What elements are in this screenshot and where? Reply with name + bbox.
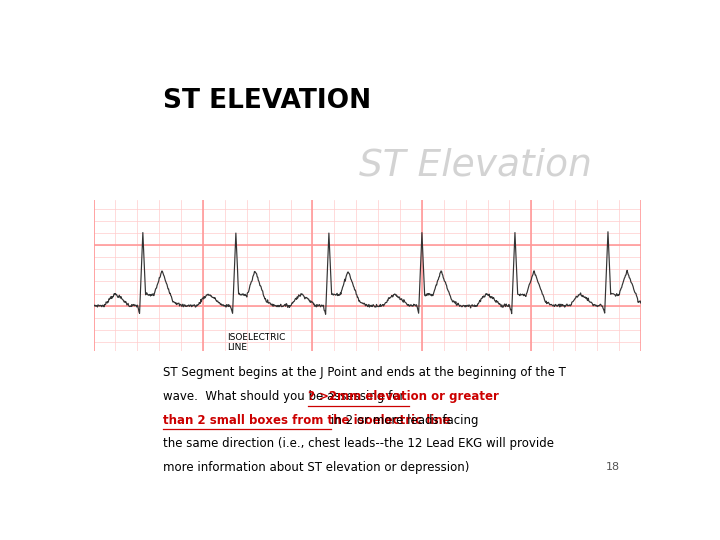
Text: than 2 small boxes from the isoelectric line: than 2 small boxes from the isoelectric … [163, 414, 454, 427]
Text: in 2 or more leads facing: in 2 or more leads facing [330, 414, 478, 427]
Text: more information about ST elevation or depression): more information about ST elevation or d… [163, 461, 469, 474]
Text: wave.  What should you be assessing for: wave. What should you be assessing for [163, 390, 404, 403]
Text: ? >2mm elevation or greater: ? >2mm elevation or greater [308, 390, 499, 403]
Text: ST Segment begins at the J Point and ends at the beginning of the T: ST Segment begins at the J Point and end… [163, 366, 565, 379]
Text: ST ELEVATION: ST ELEVATION [163, 87, 371, 113]
Text: 18: 18 [606, 462, 620, 472]
Text: ST Elevation: ST Elevation [359, 148, 593, 184]
Text: ISOELECTRIC
LINE: ISOELECTRIC LINE [227, 333, 285, 352]
Text: the same direction (i.e., chest leads--the 12 Lead EKG will provide: the same direction (i.e., chest leads--t… [163, 437, 554, 450]
